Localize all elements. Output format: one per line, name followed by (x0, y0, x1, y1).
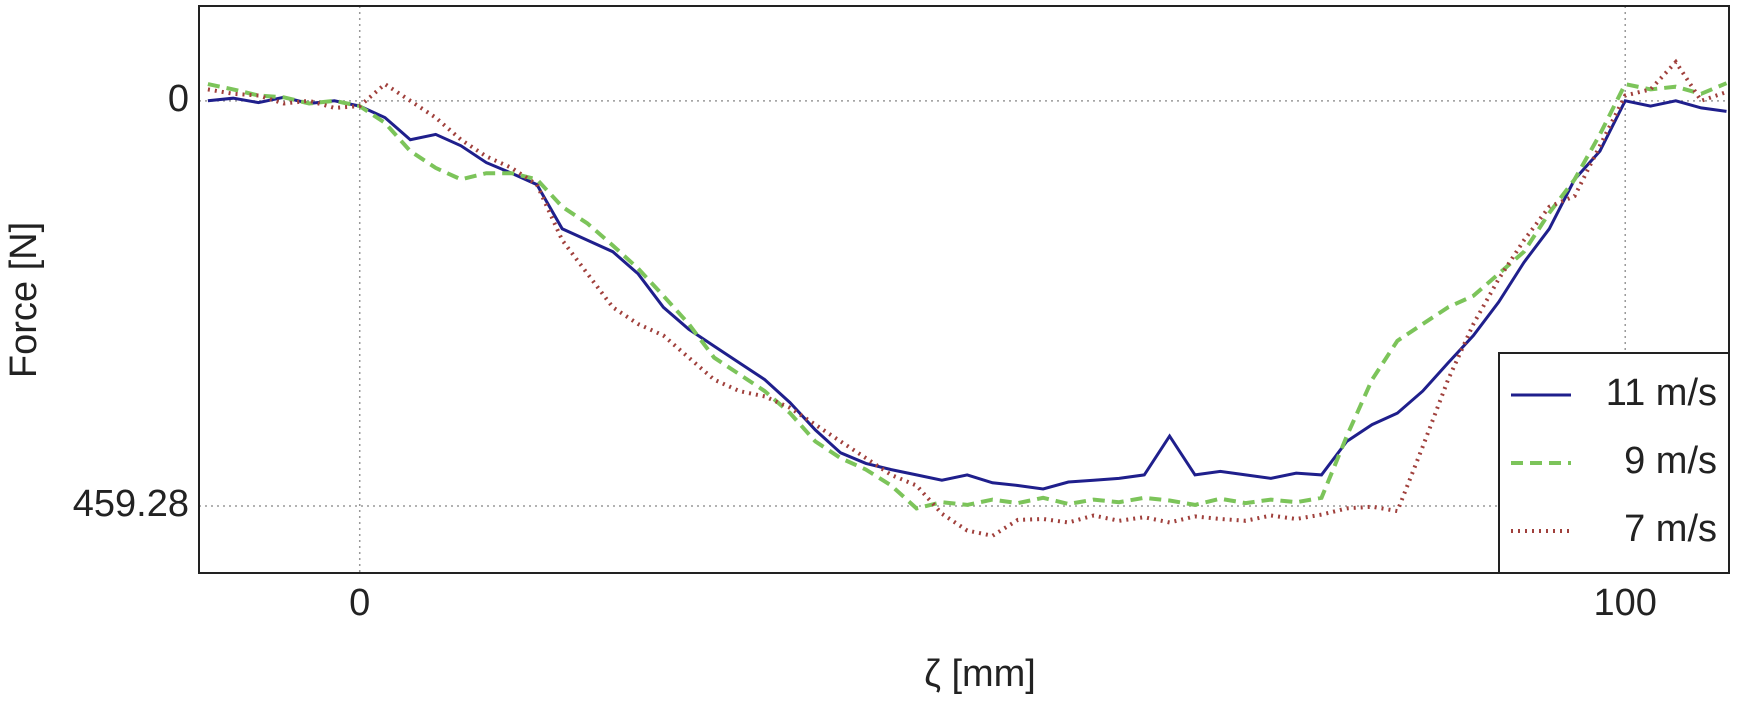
legend-label: 9 m/s (1624, 440, 1717, 482)
x-tick-label: 100 (1594, 582, 1657, 624)
y-tick-label: 459.28 (73, 483, 189, 525)
y-axis-label: Force [N] (3, 222, 45, 378)
y-tick-label: 0 (168, 78, 189, 120)
legend-label: 11 m/s (1606, 372, 1717, 414)
data-line (207, 58, 1728, 538)
data-line (207, 95, 1727, 491)
legend-label: 7 m/s (1624, 508, 1717, 550)
data-line (207, 81, 1728, 511)
x-axis-label: ζ [mm] (924, 653, 1036, 695)
plot-frame (198, 5, 1730, 574)
x-tick-label: 0 (349, 582, 370, 624)
